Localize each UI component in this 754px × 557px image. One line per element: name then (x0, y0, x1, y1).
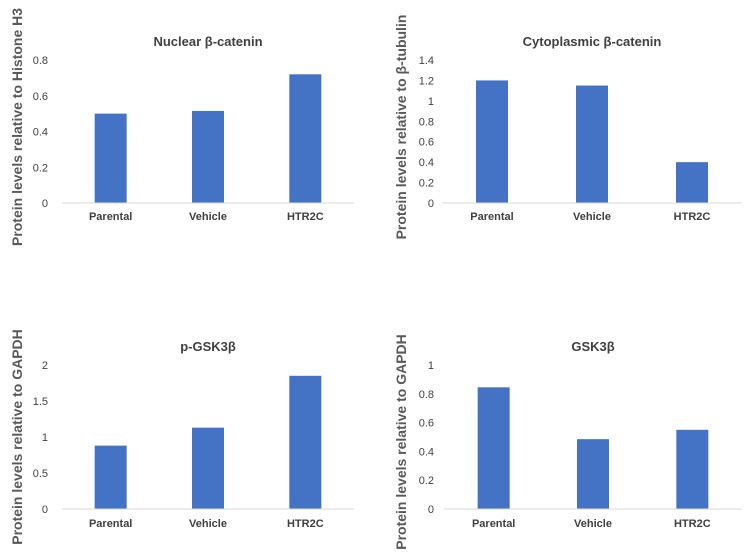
y-tick-label: 1.4 (419, 55, 434, 67)
y-tick-label: 0.8 (33, 55, 48, 67)
y-tick-label: 1.5 (33, 396, 48, 408)
bar-parental (94, 113, 127, 203)
y-tick-label: 0.4 (419, 157, 434, 169)
bar-vehicle (576, 85, 608, 203)
x-tick-label: Parental (89, 518, 132, 530)
x-tick-label: Vehicle (573, 211, 611, 223)
chart-title: Nuclear β-catenin (153, 34, 262, 49)
x-tick-label: Vehicle (189, 518, 227, 530)
y-tick-label: 0.4 (33, 127, 48, 139)
y-tick-label: 0 (42, 198, 48, 210)
y-tick-label: 0.6 (33, 91, 48, 103)
x-tick-label: Parental (89, 211, 132, 223)
y-tick-label: 0 (42, 504, 48, 516)
y-tick-label: 0.2 (33, 162, 48, 174)
y-tick-label: 0.2 (419, 475, 434, 487)
bar-vehicle (192, 110, 224, 203)
x-tick-label: Parental (470, 211, 513, 223)
y-tick-label: 0.6 (419, 137, 434, 149)
bar-parental (94, 445, 127, 509)
y-tick-label: 2 (42, 360, 48, 372)
y-axis-label: Protein levels relative to GAPDH (393, 334, 409, 550)
x-tick-label: HTR2C (287, 211, 324, 223)
y-tick-label: 0.4 (419, 446, 434, 458)
y-tick-label: 0.6 (419, 418, 434, 430)
y-tick-label: 1.2 (419, 75, 434, 87)
chart-title: GSK3β (571, 339, 614, 354)
y-tick-label: 1 (428, 96, 434, 108)
y-axis-label: Protein levels relative to Histone H3 (9, 8, 25, 246)
y-axis-label: Protein levels relative to GAPDH (9, 329, 25, 545)
bar-htr2c (289, 74, 322, 203)
x-tick-label: HTR2C (287, 518, 324, 530)
bar-htr2c (676, 162, 708, 203)
chart-title: p-GSK3β (180, 339, 236, 354)
bar-parental (477, 387, 510, 509)
x-tick-label: HTR2C (674, 518, 711, 530)
bar-parental (476, 80, 508, 203)
y-tick-label: 0 (428, 198, 434, 210)
y-tick-label: 0 (428, 504, 434, 516)
y-tick-label: 0.8 (419, 389, 434, 401)
y-tick-label: 0.5 (33, 468, 48, 480)
bar-vehicle (577, 439, 609, 509)
x-tick-label: Vehicle (574, 518, 612, 530)
x-tick-label: Vehicle (189, 211, 227, 223)
x-tick-label: Parental (472, 518, 515, 530)
bar-htr2c (289, 375, 322, 509)
chart-title: Cytoplasmic β-catenin (523, 34, 662, 49)
y-tick-label: 0.8 (419, 116, 434, 128)
y-tick-label: 0.2 (419, 178, 434, 190)
y-tick-label: 1 (42, 432, 48, 444)
bar-htr2c (676, 429, 709, 509)
y-axis-label: Protein levels relative to β-tubulin (393, 15, 409, 240)
x-tick-label: HTR2C (674, 211, 711, 223)
y-tick-label: 1 (428, 360, 434, 372)
bar-vehicle (192, 427, 224, 509)
